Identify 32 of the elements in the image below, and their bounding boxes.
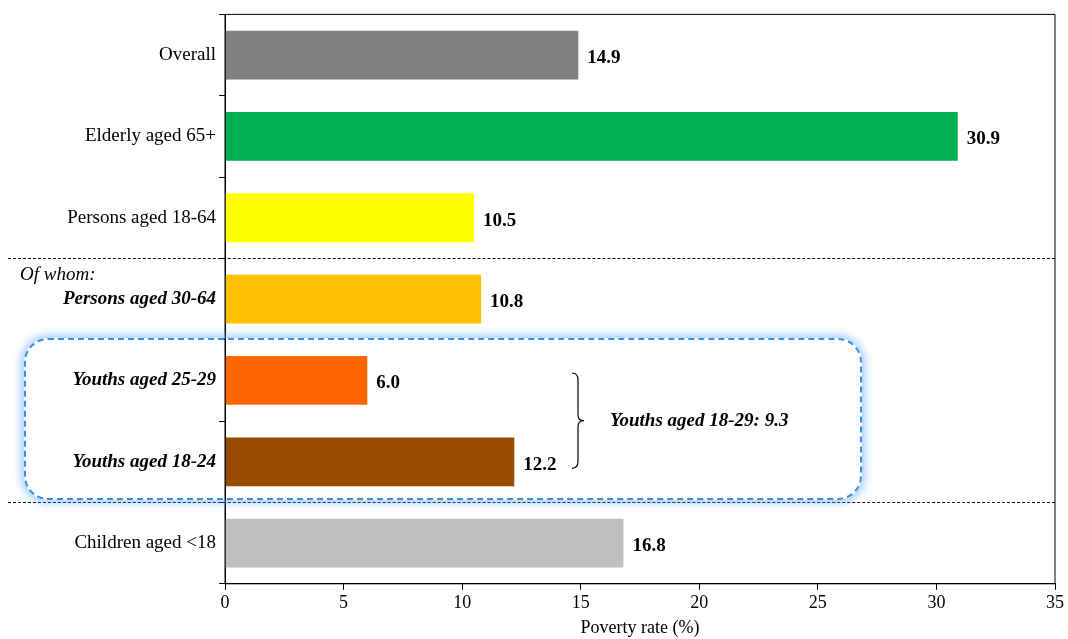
- x-tick-label: 20: [690, 592, 709, 613]
- x-tick-label: 35: [1046, 592, 1064, 613]
- data-label: 14.9: [587, 45, 621, 67]
- x-tick-label: 25: [808, 592, 827, 613]
- data-label: 12.2: [523, 452, 557, 474]
- bar: [225, 274, 482, 324]
- bar: [225, 437, 515, 487]
- x-tick-label: 30: [927, 592, 946, 613]
- y-tick-label: Youths aged 25-29: [72, 368, 217, 390]
- annotation: Youths aged 18-29: 9.3: [610, 409, 789, 431]
- text: Of whom:: [20, 263, 96, 285]
- x-tick-label: 15: [571, 592, 590, 613]
- bar: [225, 193, 474, 243]
- x-tick-label: 0: [220, 592, 230, 613]
- y-tick-label: Youths aged 18-24: [72, 449, 216, 471]
- y-tick-label: Persons aged 18-64: [67, 205, 217, 227]
- bar: [225, 30, 579, 80]
- data-label: 10.5: [483, 208, 517, 230]
- x-tick-label: 5: [339, 592, 349, 613]
- y-tick-label: Elderly aged 65+: [84, 124, 216, 146]
- bar: [225, 112, 958, 161]
- x-axis-title: Poverty rate (%): [580, 616, 700, 638]
- data-label: 6.0: [376, 371, 401, 393]
- bar: [225, 518, 624, 568]
- y-tick-label: Overall: [159, 43, 216, 65]
- data-label: 10.8: [490, 290, 524, 312]
- y-tick-label: Persons aged 30-64: [61, 287, 216, 309]
- bar: [225, 356, 368, 405]
- data-label: 30.9: [966, 127, 1001, 149]
- x-tick-label: 10: [453, 592, 472, 613]
- y-tick-label: Children aged <18: [74, 531, 216, 553]
- data-label: 16.8: [632, 534, 666, 556]
